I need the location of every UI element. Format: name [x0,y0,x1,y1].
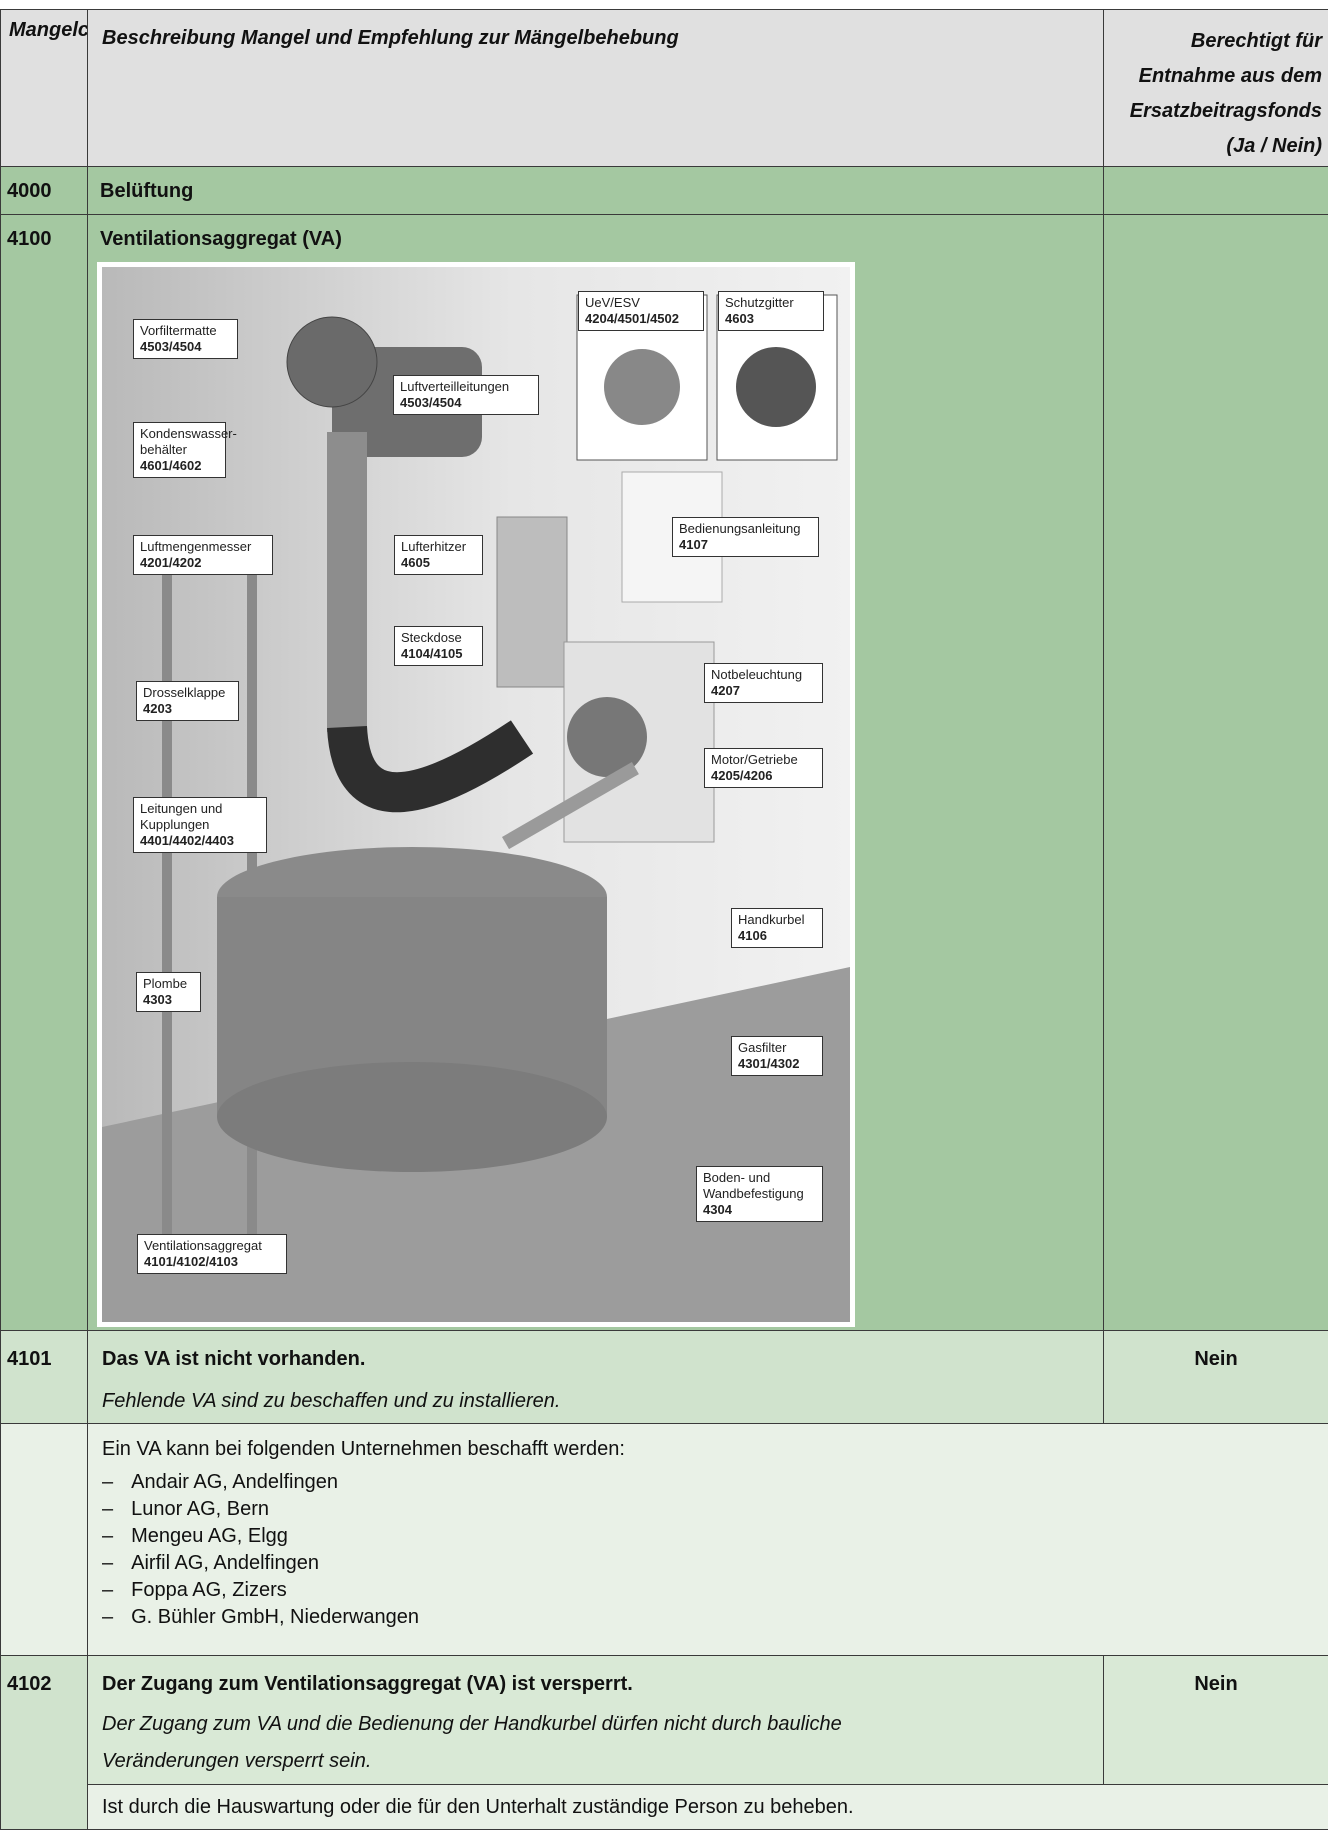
list-item: – Andair AG, Andelfingen [102,1469,1314,1496]
photo-label-code: 4207 [711,683,740,698]
eligible: Nein [1103,1655,1328,1785]
photo-label-code: 4203 [143,701,172,716]
code: 4101 [0,1330,88,1424]
note: Ist durch die Hauswartung oder die für d… [87,1784,1328,1830]
list-item: – Mengeu AG, Elgg [102,1523,1314,1550]
photo-label-code: 4401/4402/4403 [140,833,234,848]
list-text: G. Bühler GmbH, Niederwangen [131,1606,420,1628]
list-marker: – [102,1471,114,1493]
list-marker: – [102,1498,114,1520]
cell [1103,214,1328,1331]
photo-label-text: Steckdose [401,630,462,645]
list-marker: – [102,1579,114,1601]
photo-label-text: Notbeleuchtung [711,667,803,682]
photo-label-code: 4204/4501/4502 [585,311,679,326]
photo-label: Luftverteilleitungen 4503/4504 [393,375,539,415]
eligible: Nein [1103,1330,1328,1424]
recommendation: Der Zugang zum VA und die Bedienung der … [102,1713,842,1772]
photo-label-text: Drosselklappe [143,685,226,700]
photo-label-text: Lufterhitzer [401,539,467,554]
photo-label-text: Vorfiltermatte [140,323,217,338]
defect-title: Das VA ist nicht vorhanden. [102,1348,366,1370]
list-text: Andair AG, Andelfingen [131,1471,338,1493]
photo-label: Boden- und Wandbefestigung 4304 [696,1166,823,1222]
cell: Der Zugang zum Ventilationsaggregat (VA)… [87,1655,1104,1785]
photo-label-text: Luftmengenmesser [140,539,252,554]
photo-label: Lufterhitzer 4605 [394,535,483,575]
list-item: – Lunor AG, Bern [102,1496,1314,1523]
photo-label-text: Schutzgitter [725,295,794,310]
list-text: Airfil AG, Andelfingen [131,1552,320,1574]
photo-label: Gasfilter 4301/4302 [731,1036,823,1076]
photo-label: Vorfiltermatte 4503/4504 [133,319,238,359]
photo-label: Drosselklappe 4203 [136,681,239,721]
photo-label-text: Leitungen und Kupplungen [140,801,223,832]
photo-label-code: 4301/4302 [738,1056,800,1071]
photo-label: Ventilationsaggregat 4101/4102/4103 [137,1234,287,1274]
code: 4102 [0,1655,88,1830]
photo-label-code: 4304 [703,1202,732,1217]
photo-label-text: Luftverteilleitungen [400,379,510,394]
photo-label: Bedienungsanleitung 4107 [672,517,819,557]
header-description: Beschreibung Mangel und Empfehlung zur M… [87,9,1104,167]
photo-label-code: 4201/4202 [140,555,202,570]
list-text: Foppa AG, Zizers [131,1579,287,1601]
code: 4100 [0,214,88,1331]
photo-label: Plombe 4303 [136,972,201,1012]
photo-label-text: Ventilationsaggregat [144,1238,262,1253]
photo-label-text: Bedienungsanleitung [679,521,801,536]
list-marker: – [102,1552,114,1574]
list-marker: – [102,1606,114,1628]
code: 4000 [0,166,88,215]
photo-label-text: Motor/Getriebe [711,752,798,767]
list-text: Mengeu AG, Elgg [131,1525,288,1547]
cell: Das VA ist nicht vorhanden. Fehlende VA … [87,1330,1104,1424]
photo-label-code: 4503/4504 [400,395,462,410]
photo-label: Luftmengenmesser 4201/4202 [133,535,273,575]
photo-label: Leitungen und Kupplungen 4401/4402/4403 [133,797,267,853]
header-code: Mangelcode [0,9,125,167]
photo-label: Steckdose 4104/4105 [394,626,483,666]
photo-label-code: 4107 [679,537,708,552]
photo-label-code: 4601/4602 [140,458,202,473]
photo-label-text: UeV/ESV [585,295,640,310]
defect-title: Der Zugang zum Ventilationsaggregat (VA)… [102,1673,633,1695]
photo-label-text: Gasfilter [738,1040,787,1055]
section-title: Belüftung [87,166,1104,215]
header-eligible: Berechtigt für Entnahme aus dem Ersatzbe… [1103,9,1328,167]
photo-label-code: 4603 [725,311,754,326]
photo-label-code: 4106 [738,928,767,943]
cell [1103,166,1328,215]
photo-label-code: 4303 [143,992,172,1007]
photo-label-code: 4104/4105 [401,646,463,661]
recommendation: Fehlende VA sind zu beschaffen und zu in… [102,1390,561,1412]
list-item: – G. Bühler GmbH, Niederwangen [102,1604,1314,1631]
photo-label: Handkurbel 4106 [731,908,823,948]
list-intro: Ein VA kann bei folgenden Unternehmen be… [102,1438,625,1460]
cell [0,1423,88,1656]
photo-label-text: Kondenswasser-behälter [140,426,237,457]
photo-label-text: Plombe [143,976,188,991]
cell: Ein VA kann bei folgenden Unternehmen be… [87,1423,1328,1656]
photo-label: Notbeleuchtung 4207 [704,663,823,703]
list-text: Lunor AG, Bern [131,1498,269,1520]
photo-label: Kondenswasser-behälter 4601/4602 [133,422,237,478]
photo-label: UeV/ESV 4204/4501/4502 [578,291,704,331]
photo-label-text: Handkurbel [738,912,805,927]
list-item: – Airfil AG, Andelfingen [102,1550,1314,1577]
photo: Vorfiltermatte 4503/4504 Luftverteilleitun… [97,262,855,1327]
photo-label-code: 4101/4102/4103 [144,1254,238,1269]
photo-label: Schutzgitter 4603 [718,291,824,331]
photo-label-code: 4605 [401,555,430,570]
photo-label-code: 4503/4504 [140,339,202,354]
photo-label-code: 4205/4206 [711,768,773,783]
photo-label: Motor/Getriebe 4205/4206 [704,748,823,788]
list-item: – Foppa AG, Zizers [102,1577,1314,1604]
photo-illustration [102,267,850,1322]
list-marker: – [102,1525,114,1547]
photo-label-text: Boden- und Wandbefestigung [703,1170,804,1201]
